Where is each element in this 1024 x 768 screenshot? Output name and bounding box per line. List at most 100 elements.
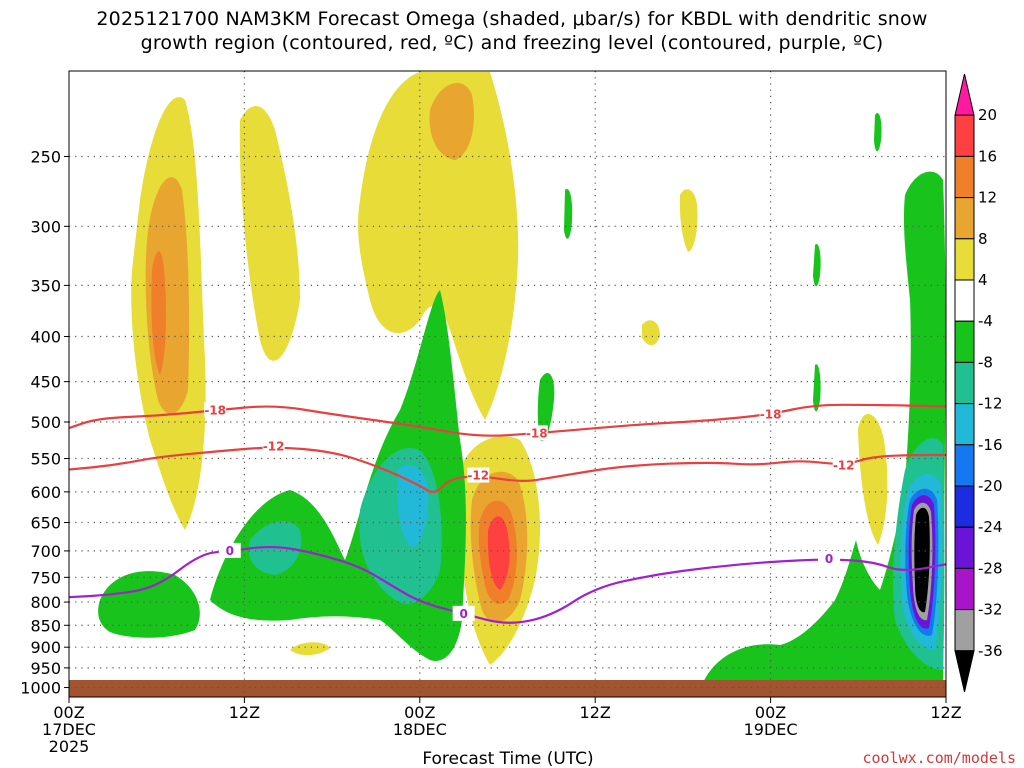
omega-blob-neg-west (98, 571, 200, 638)
y-tick-label: 650 (30, 514, 61, 533)
contour-label-bg (467, 467, 490, 483)
omega-blob-neg-east-core-5 (914, 507, 930, 613)
contour-label: 0 (825, 552, 833, 566)
colorbar-label: -28 (978, 559, 1003, 577)
y-tick-label: 450 (30, 373, 61, 392)
colorbar-label: 8 (978, 230, 988, 248)
contour-labels: -18 -18 -18 -12 -12 -12 0 0 0 (204, 402, 855, 621)
contour-label-bg (818, 551, 841, 567)
colorbar-label: -20 (978, 477, 1003, 495)
colorbar-label: -12 (978, 395, 1003, 413)
omega-blob-small-2 (642, 320, 660, 346)
colorbar-swatch (954, 650, 975, 693)
omega-blob-upper-center-inner (429, 83, 475, 160)
colorbar-swatch (954, 567, 975, 611)
contour-label: 0 (226, 544, 234, 558)
contour-line (69, 446, 946, 494)
contour-label: 0 (459, 607, 467, 621)
title-line-1: 2025121700 NAM3KM Forecast Omega (shaded… (96, 8, 928, 30)
y-tick-label: 550 (30, 450, 61, 469)
contour-label: -12 (833, 458, 855, 472)
y-tick-label: 750 (30, 568, 61, 587)
colorbar-label: 12 (978, 189, 997, 207)
x-tick-label: 17DEC (42, 720, 96, 739)
colorbar-swatch (954, 73, 975, 116)
colorbar-swatch (954, 320, 975, 363)
colorbar-swatch (954, 197, 975, 240)
omega-blob-neg-mid-4 (813, 364, 821, 412)
colorbar-swatch (954, 361, 975, 405)
colorbar-label: -36 (978, 642, 1003, 660)
x-tick-label: 19DEC (744, 720, 798, 739)
x-tick-label: 12Z (930, 703, 961, 722)
y-tick-label: 850 (30, 616, 61, 635)
omega-blob-neg-mid-3 (813, 244, 821, 287)
plot-frame (68, 70, 947, 698)
contour-label-bg (759, 406, 782, 422)
colorbar-swatch (954, 238, 975, 281)
colorbar-swatch (954, 526, 975, 569)
colorbar-label: -4 (978, 312, 993, 330)
x-tick-label: 18DEC (393, 720, 447, 739)
contour-label-bg (204, 402, 227, 418)
x-tick-label: 00Z (53, 703, 84, 722)
colorbar-swatch (954, 485, 975, 528)
x-tick-label: 12Z (229, 703, 260, 722)
y-tick-label: 1000 (20, 679, 61, 698)
colorbar-label: 20 (978, 106, 997, 124)
contour-label: -12 (263, 439, 285, 453)
colorbar-label: -24 (978, 518, 1003, 536)
colorbar-swatch (954, 155, 975, 199)
colorbar-swatch (954, 279, 975, 322)
omega-blob-neg-mid-5 (874, 112, 882, 152)
omega-blob-small-3 (290, 642, 330, 656)
omega-blob-neg-mid (537, 372, 555, 441)
title-line-2: growth region (contoured, red, ºC) and f… (140, 32, 884, 54)
contour-label-bg (452, 605, 475, 621)
colorbar: 20 16 12 8 4 -4 -8 -12 -16 -20 -24 -28 -32 -36 (954, 73, 1003, 693)
omega-shading (69, 72, 946, 697)
y-tick-label: 800 (30, 593, 61, 612)
x-tick-label: 12Z (580, 703, 611, 722)
y-tick-label: 300 (30, 217, 61, 236)
omega-blob-south-center-core (487, 516, 510, 590)
colorbar-label: -8 (978, 353, 993, 371)
contour-line (69, 545, 946, 624)
grid-lines (69, 71, 946, 697)
omega-blob-small (679, 189, 698, 252)
colorbar-swatch (954, 114, 975, 157)
omega-blob-upper-mid (239, 106, 300, 361)
colorbar-label: 16 (978, 147, 997, 165)
y-tick-label: 250 (30, 147, 61, 166)
colorbar-swatch (954, 444, 975, 487)
colorbar-label: -16 (978, 436, 1003, 454)
omega-positive-blobs (131, 72, 888, 665)
contour-label: -18 (204, 403, 226, 417)
contour-label: -18 (760, 407, 782, 421)
contour-label-bg (262, 438, 285, 454)
y-tick-label: 500 (30, 413, 61, 432)
colorbar-swatch (954, 403, 975, 446)
x-axis-label: Forecast Time (UTC) (422, 749, 593, 768)
contour-label: -12 (467, 469, 489, 483)
y-tick-label: 400 (30, 328, 61, 347)
y-axis-ticks: 250 300 350 400 450 500 550 600 650 700 750 800 850 9… (20, 147, 69, 698)
contour-label: -18 (526, 426, 548, 440)
contour-label-bg (218, 542, 241, 558)
colorbar-label: -32 (978, 601, 1003, 619)
y-tick-label: 950 (30, 659, 61, 678)
contour-label-bg (525, 425, 548, 441)
x-tick-label: 00Z (755, 703, 786, 722)
contour-label-bg (832, 457, 855, 473)
credit-text: coolwx.com/models (862, 749, 1016, 767)
x-tick-label: 00Z (404, 703, 435, 722)
omega-blob-upper-center (358, 72, 519, 420)
ground-surface (69, 680, 946, 697)
y-tick-label: 600 (30, 483, 61, 502)
colorbar-swatch (954, 609, 975, 652)
y-tick-label: 700 (30, 542, 61, 561)
omega-blob-east (858, 413, 888, 545)
x-tick-label: 2025 (49, 737, 90, 756)
